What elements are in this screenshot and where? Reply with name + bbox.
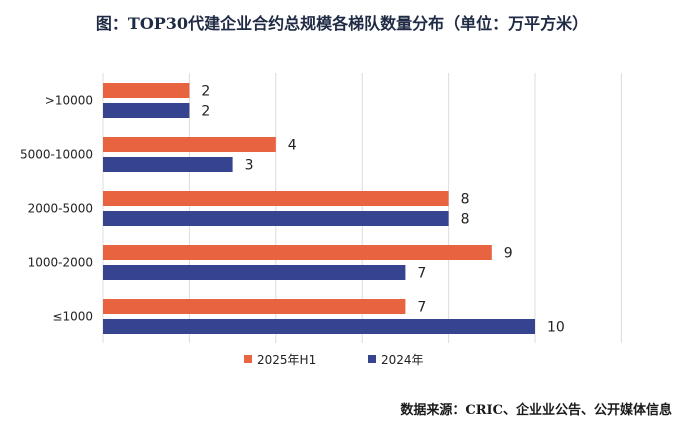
bar-2024-4 <box>103 319 535 334</box>
bar-2024-1 <box>103 157 233 172</box>
data-label: 10 <box>547 320 565 336</box>
data-label: 8 <box>461 212 470 228</box>
gridlines <box>102 73 622 343</box>
bar-h1-2025-0 <box>103 83 190 98</box>
data-label: 4 <box>288 138 297 154</box>
legend-label: 2025年H1 <box>257 353 316 367</box>
category-tick-label: 2000-5000 <box>28 202 93 216</box>
bar-2024-3 <box>103 265 406 280</box>
bar-h1-2025-3 <box>103 245 492 260</box>
bar-h1-2025-1 <box>103 137 276 152</box>
bars <box>103 83 535 334</box>
category-ticks: >10000 5000-10000 2000-5000 1000-2000 ≤1000 <box>20 94 93 324</box>
data-label: 3 <box>245 158 254 174</box>
category-tick-label: 5000-10000 <box>20 148 93 162</box>
source-note: 数据来源：CRIC、企业业公告、公开媒体信息 <box>400 403 672 418</box>
legend-swatch <box>368 355 376 363</box>
legend: 2025年H1 2024年 <box>244 353 424 367</box>
bar-2024-0 <box>103 103 190 118</box>
bar-h1-2025-4 <box>103 299 406 314</box>
data-label: 2 <box>201 104 210 120</box>
legend-label: 2024年 <box>381 353 424 367</box>
legend-swatch <box>244 355 252 363</box>
bar-h1-2025-2 <box>103 191 449 206</box>
data-label: 7 <box>417 300 426 316</box>
data-label: 7 <box>417 266 426 282</box>
chart-title: 图：TOP30代建企业合约总规模各梯队数量分布（单位：万平方米） <box>95 14 589 33</box>
data-label: 9 <box>504 246 513 262</box>
category-tick-label: >10000 <box>45 94 93 108</box>
data-label: 8 <box>461 192 470 208</box>
bar-2024-2 <box>103 211 449 226</box>
category-tick-label: 1000-2000 <box>28 256 93 270</box>
category-tick-label: ≤1000 <box>52 310 93 324</box>
data-labels: 2 2 4 3 8 8 9 7 7 10 <box>201 84 564 336</box>
data-label: 2 <box>201 84 210 100</box>
